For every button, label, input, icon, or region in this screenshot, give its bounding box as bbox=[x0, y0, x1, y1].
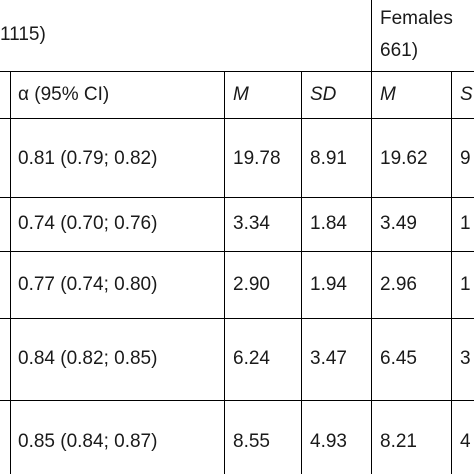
cell-sd: 1.94 bbox=[310, 274, 347, 295]
cell-mean-females: 2.96 bbox=[380, 274, 417, 295]
row-divider-line bbox=[0, 318, 474, 319]
column-divider-line bbox=[451, 71, 452, 474]
cell-mean-females: 19.62 bbox=[380, 148, 428, 169]
cell-mean: 8.55 bbox=[233, 431, 270, 452]
cell-alpha: 0.74 (0.70; 0.76) bbox=[18, 213, 158, 234]
cell-alpha: 0.77 (0.74; 0.80) bbox=[18, 274, 158, 295]
cell-sd: 3.47 bbox=[310, 348, 347, 369]
column-header-mean: M bbox=[233, 84, 249, 105]
column-header-sd-females: S bbox=[460, 84, 473, 105]
cell-mean-females: 8.21 bbox=[380, 431, 417, 452]
cell-sd-females: 3 bbox=[460, 348, 471, 369]
header-divider-line bbox=[0, 71, 474, 72]
cell-mean: 3.34 bbox=[233, 213, 270, 234]
cell-alpha: 0.81 (0.79; 0.82) bbox=[18, 148, 158, 169]
cell-mean: 6.24 bbox=[233, 348, 270, 369]
cell-sd-females: 9 bbox=[460, 148, 471, 169]
column-header-mean-females: M bbox=[380, 84, 396, 105]
cell-sd-females: 1 bbox=[460, 213, 471, 234]
column-divider-line bbox=[224, 71, 225, 474]
cell-sd: 8.91 bbox=[310, 148, 347, 169]
row-divider-line bbox=[0, 251, 474, 252]
cell-sd-females: 4 bbox=[460, 431, 471, 452]
cell-alpha: 0.84 (0.82; 0.85) bbox=[18, 348, 158, 369]
group-header-females: Females bbox=[380, 8, 453, 29]
column-header-divider-line bbox=[0, 118, 474, 119]
row-divider-line bbox=[0, 400, 474, 401]
group-header-females-count: 661) bbox=[380, 40, 419, 61]
cell-mean-females: 3.49 bbox=[380, 213, 417, 234]
cell-mean: 2.90 bbox=[233, 274, 270, 295]
column-header-alpha: α (95% CI) bbox=[18, 84, 110, 105]
cell-sd: 1.84 bbox=[310, 213, 347, 234]
column-divider-line bbox=[10, 71, 11, 474]
cell-sd: 4.93 bbox=[310, 431, 347, 452]
cell-mean: 19.78 bbox=[233, 148, 281, 169]
cell-sd-females: 1 bbox=[460, 274, 471, 295]
column-divider-line bbox=[301, 71, 302, 474]
group-header-all: 1115) bbox=[0, 24, 46, 45]
column-header-sd: SD bbox=[310, 84, 337, 105]
cell-alpha: 0.85 (0.84; 0.87) bbox=[18, 431, 158, 452]
cell-mean-females: 6.45 bbox=[380, 348, 417, 369]
column-divider-line bbox=[371, 0, 372, 474]
row-divider-line bbox=[0, 197, 474, 198]
